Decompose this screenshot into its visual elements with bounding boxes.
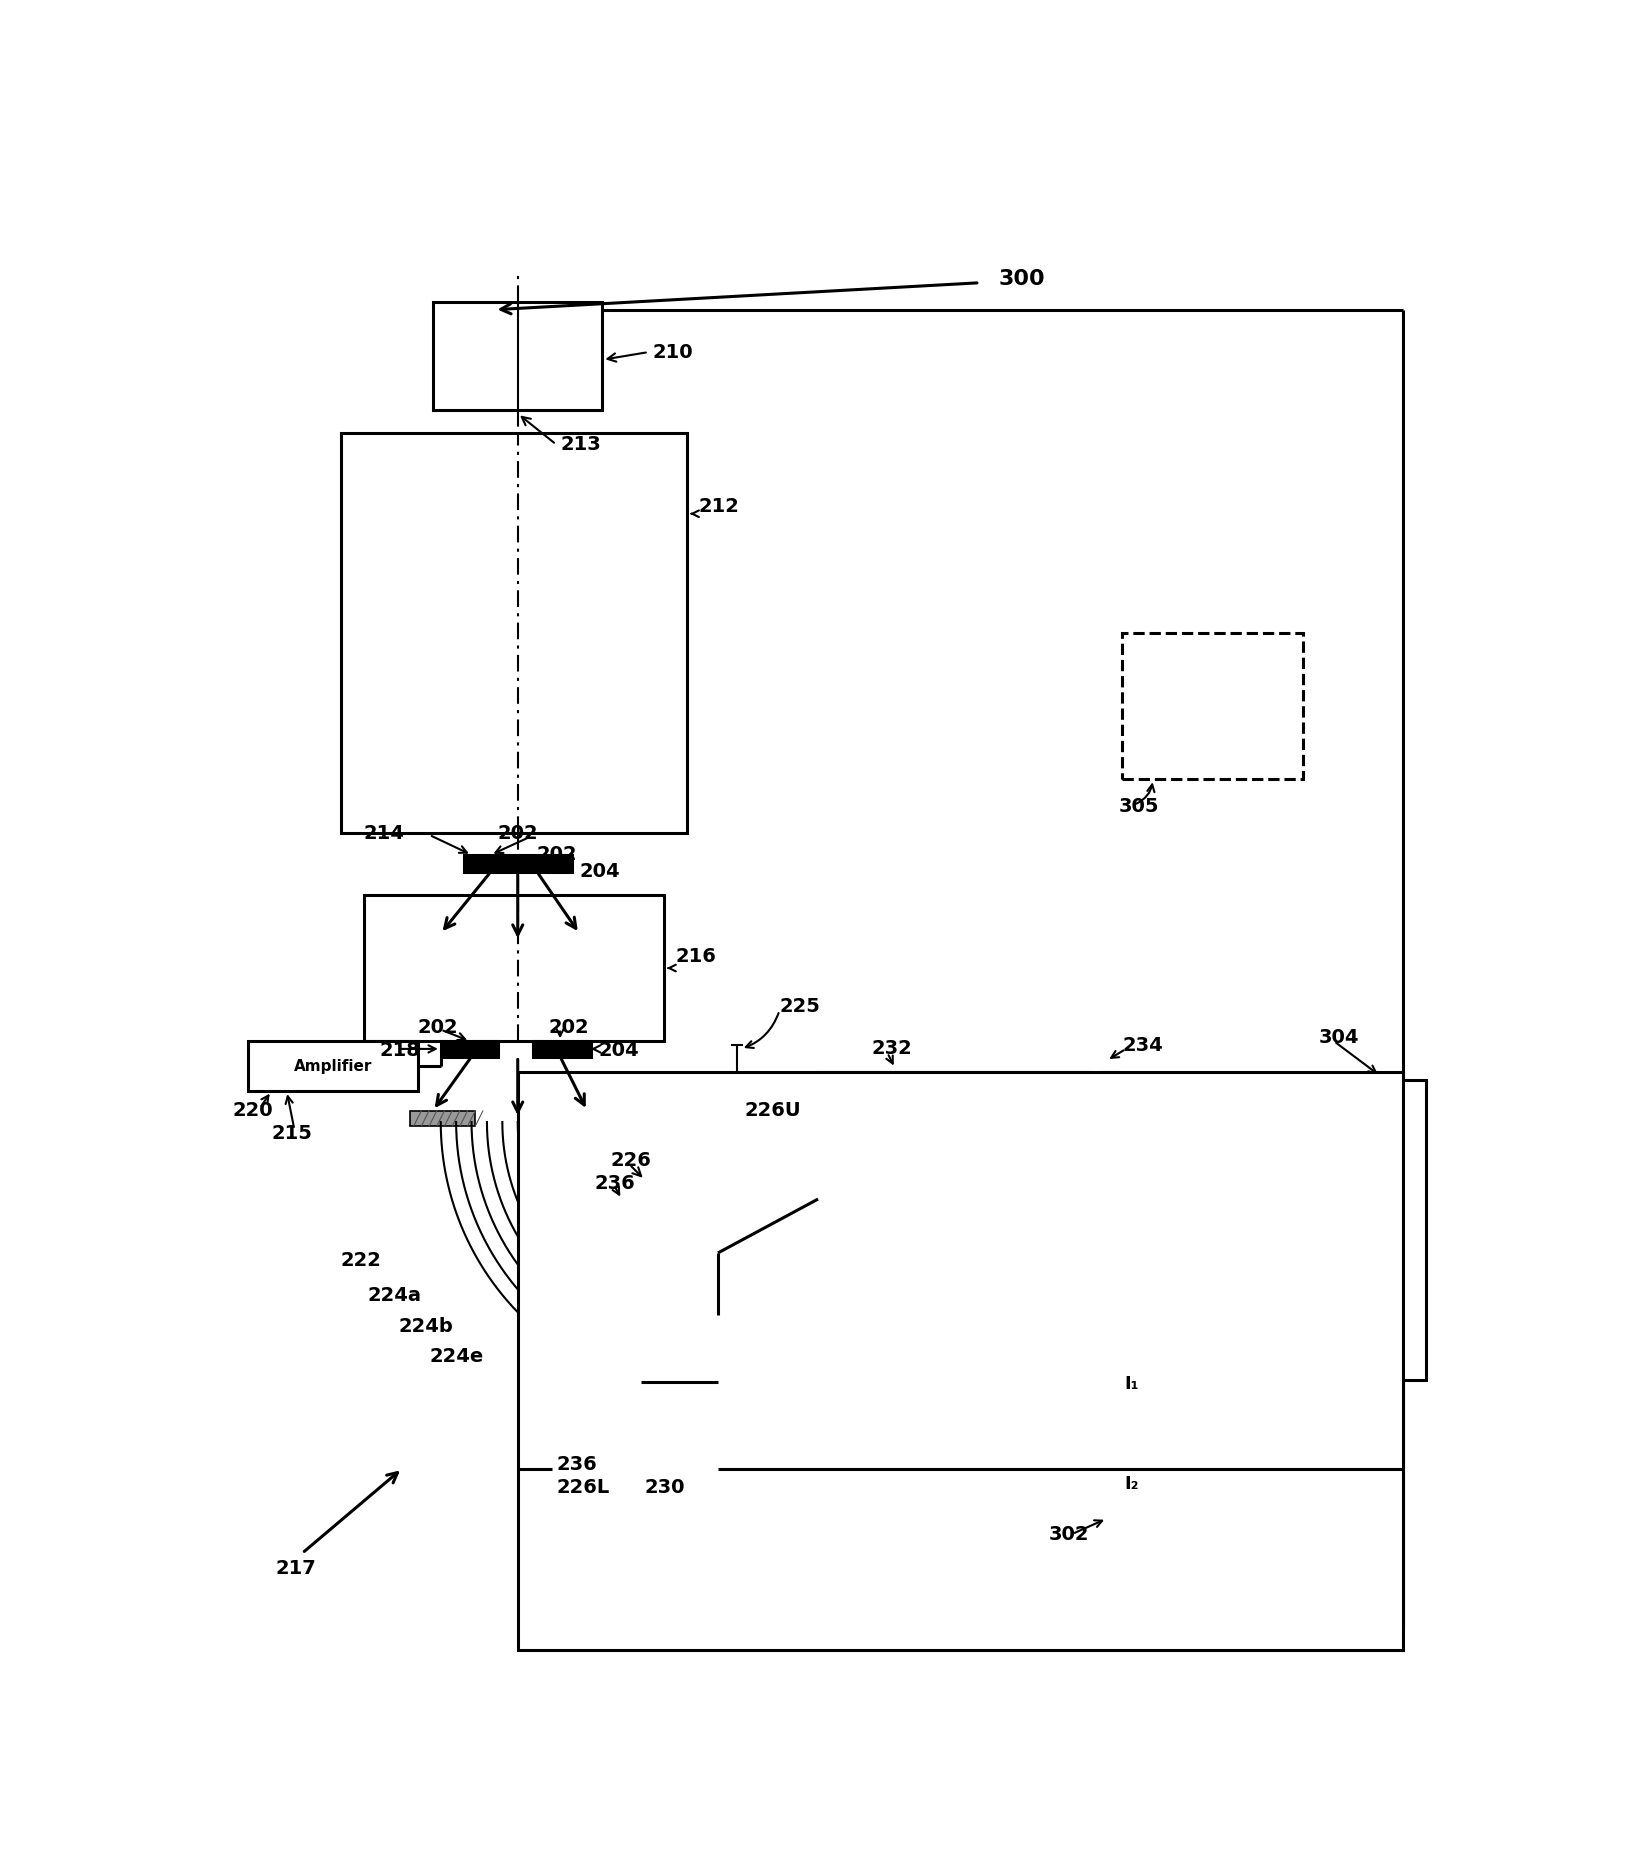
Text: 204: 204 <box>579 862 620 881</box>
Text: 202: 202 <box>497 823 538 842</box>
Text: 202: 202 <box>548 1018 589 1037</box>
Text: 202: 202 <box>536 846 577 864</box>
Text: 305: 305 <box>1119 797 1158 816</box>
Text: 224a: 224a <box>367 1286 421 1305</box>
Text: I₁: I₁ <box>1125 1374 1138 1393</box>
Text: 226: 226 <box>610 1151 651 1170</box>
Text: 212: 212 <box>699 497 740 516</box>
Text: 234: 234 <box>1122 1035 1163 1054</box>
Text: 224b: 224b <box>398 1316 452 1335</box>
Text: 224e: 224e <box>429 1348 484 1367</box>
Bar <box>410 1110 475 1125</box>
Text: I₂: I₂ <box>1125 1476 1138 1492</box>
Bar <box>533 1041 591 1057</box>
Text: 236: 236 <box>595 1174 635 1192</box>
Bar <box>553 1252 717 1468</box>
Bar <box>1122 634 1303 780</box>
Text: Amplifier: Amplifier <box>294 1059 372 1074</box>
Bar <box>717 1131 727 1314</box>
Text: 302: 302 <box>1050 1524 1089 1543</box>
Text: 304: 304 <box>1319 1028 1359 1046</box>
Bar <box>341 433 688 832</box>
Text: 232: 232 <box>872 1039 913 1057</box>
Text: 204: 204 <box>599 1041 640 1059</box>
Bar <box>556 1110 622 1125</box>
Bar <box>1099 1419 1165 1519</box>
Bar <box>433 302 602 411</box>
Text: 218: 218 <box>378 1041 419 1059</box>
Text: 222: 222 <box>341 1251 382 1269</box>
Text: 216: 216 <box>676 947 717 966</box>
Text: 214: 214 <box>364 823 405 842</box>
Bar <box>441 1041 498 1057</box>
Text: 215: 215 <box>271 1125 313 1144</box>
Text: 230: 230 <box>645 1478 686 1498</box>
Text: 226U: 226U <box>745 1101 801 1119</box>
Text: 226L: 226L <box>556 1478 610 1498</box>
Text: 300: 300 <box>999 268 1046 289</box>
Text: 217: 217 <box>275 1560 316 1579</box>
Bar <box>1150 1080 1426 1380</box>
Text: 220: 220 <box>234 1101 273 1119</box>
Bar <box>364 894 665 1041</box>
Bar <box>1102 1072 1117 1326</box>
Text: 225: 225 <box>780 998 821 1016</box>
Text: 210: 210 <box>653 343 693 362</box>
Bar <box>464 855 572 872</box>
Text: 236: 236 <box>556 1455 597 1474</box>
Bar <box>642 1249 650 1472</box>
Text: 213: 213 <box>559 435 600 454</box>
Bar <box>818 1072 1087 1326</box>
Bar <box>248 1041 418 1091</box>
Bar <box>518 1072 1403 1650</box>
Text: 202: 202 <box>418 1018 459 1037</box>
